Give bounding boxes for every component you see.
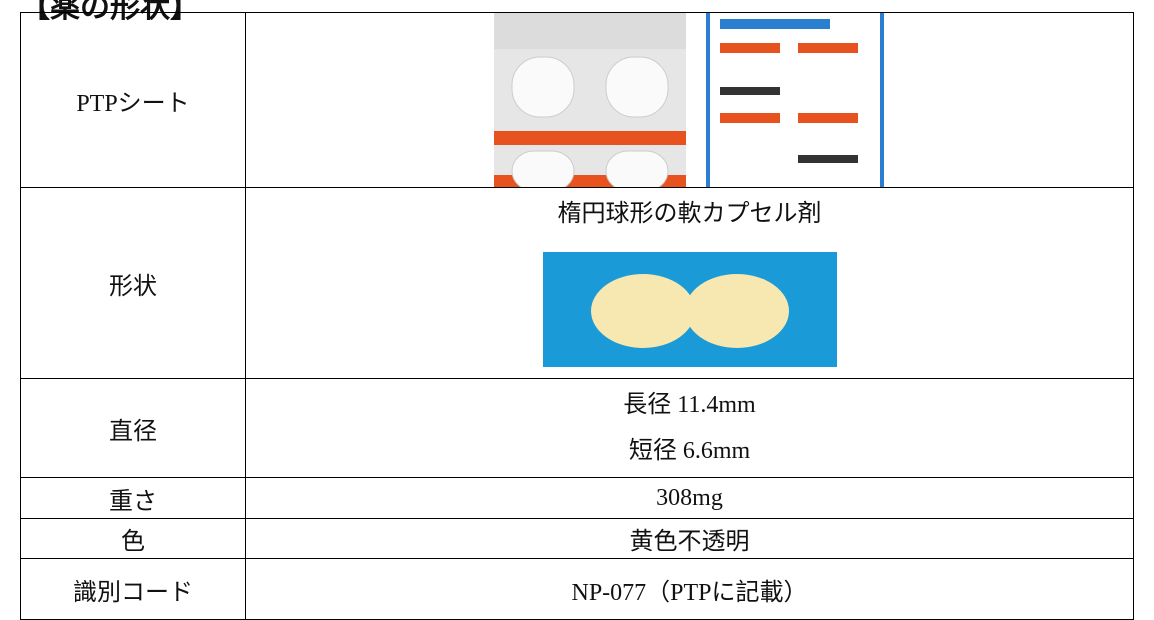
row-value: 楕円球形の軟カプセル剤: [245, 187, 1134, 379]
value-line: 長径 11.4mm: [623, 392, 756, 418]
row-value: NP-077（PTPに記載）: [245, 558, 1134, 620]
value-line: 楕円球形の軟カプセル剤: [557, 201, 822, 227]
row: 直径 長径 11.4mm 短径 6.6mm: [20, 378, 1134, 478]
row-label: 色: [20, 518, 246, 559]
row-value: 308mg: [245, 477, 1134, 519]
row-label: 識別コード: [20, 558, 246, 620]
row-label: 直径: [20, 378, 246, 478]
drug-table: PTPシート 形状: [20, 12, 1134, 620]
row-value: [245, 12, 1134, 188]
row: 識別コード NP-077（PTPに記載）: [20, 558, 1134, 620]
row: 重さ 308mg: [20, 477, 1134, 519]
row-label: 重さ: [20, 477, 246, 519]
value-line: 短径 6.6mm: [628, 438, 751, 464]
row: 形状 楕円球形の軟カプセル剤: [20, 187, 1134, 379]
row-value: 長径 11.4mm 短径 6.6mm: [245, 378, 1134, 478]
row-label: 形状: [20, 187, 246, 379]
capsule-image: [542, 252, 837, 367]
row-value: 黄色不透明: [245, 518, 1134, 559]
row-label: PTPシート: [20, 12, 246, 188]
row: 色 黄色不透明: [20, 518, 1134, 559]
row: PTPシート: [20, 12, 1134, 188]
ptp-sheet-image: [493, 13, 884, 187]
